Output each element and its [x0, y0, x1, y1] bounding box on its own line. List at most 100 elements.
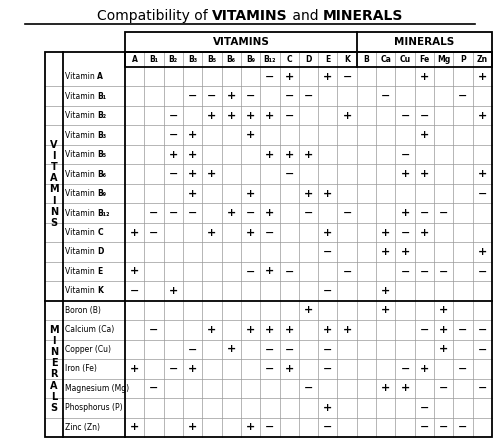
Text: D: D	[306, 55, 312, 64]
Text: +: +	[208, 110, 216, 121]
Text: Vitamin: Vitamin	[65, 150, 97, 159]
Text: +: +	[246, 228, 255, 237]
Text: +: +	[400, 169, 409, 179]
Text: −: −	[265, 364, 274, 374]
Text: D: D	[97, 248, 103, 256]
Text: E: E	[325, 55, 330, 64]
Text: A: A	[132, 55, 138, 64]
Text: −: −	[168, 169, 178, 179]
Text: −: −	[439, 267, 448, 277]
Text: +: +	[265, 267, 274, 277]
Text: +: +	[400, 208, 409, 218]
Text: +: +	[420, 169, 429, 179]
Text: Zinc (Zn): Zinc (Zn)	[65, 423, 100, 432]
Text: −: −	[478, 383, 487, 393]
Text: Magnesium (Mg): Magnesium (Mg)	[65, 384, 129, 393]
Text: +: +	[420, 364, 429, 374]
Text: Vitamin: Vitamin	[65, 91, 97, 101]
Text: +: +	[323, 228, 332, 237]
Text: +: +	[381, 305, 390, 316]
Text: −: −	[458, 325, 468, 335]
Text: B₁: B₁	[150, 55, 158, 64]
Text: −: −	[342, 208, 352, 218]
Text: +: +	[420, 228, 429, 237]
Text: B₂: B₂	[168, 55, 178, 64]
Text: Mg: Mg	[437, 55, 450, 64]
Text: +: +	[381, 228, 390, 237]
Text: E: E	[97, 267, 102, 276]
Text: +: +	[304, 150, 313, 160]
Text: M
I
N
E
R
A
L
S: M I N E R A L S	[49, 324, 59, 413]
Text: −: −	[342, 267, 352, 277]
Text: −: −	[400, 110, 410, 121]
Text: +: +	[226, 344, 236, 354]
Text: Vitamin: Vitamin	[65, 286, 97, 295]
Text: +: +	[420, 72, 429, 82]
Text: −: −	[168, 110, 178, 121]
Text: +: +	[188, 364, 197, 374]
Text: −: −	[458, 364, 468, 374]
Text: −: −	[478, 325, 487, 335]
Text: −: −	[478, 344, 487, 354]
Text: −: −	[323, 247, 332, 257]
Text: +: +	[284, 72, 294, 82]
Text: −: −	[188, 344, 198, 354]
Text: −: −	[400, 364, 410, 374]
Text: +: +	[265, 150, 274, 160]
Text: +: +	[478, 110, 487, 121]
Text: −: −	[400, 150, 410, 160]
Text: +: +	[439, 344, 448, 354]
Text: +: +	[188, 422, 197, 432]
Text: VITAMINS: VITAMINS	[212, 37, 270, 47]
Text: P: P	[460, 55, 466, 64]
Text: +: +	[478, 247, 487, 257]
Text: +: +	[323, 72, 332, 82]
Text: +: +	[323, 189, 332, 198]
Text: −: −	[304, 383, 313, 393]
Text: +: +	[478, 72, 487, 82]
Text: −: −	[168, 130, 178, 140]
Text: −: −	[284, 91, 294, 101]
Text: +: +	[284, 150, 294, 160]
Text: −: −	[439, 383, 448, 393]
Text: +: +	[208, 325, 216, 335]
Text: −: −	[150, 383, 158, 393]
Text: −: −	[265, 422, 274, 432]
Text: −: −	[400, 228, 410, 237]
Text: −: −	[246, 267, 255, 277]
Text: +: +	[284, 364, 294, 374]
Text: B: B	[364, 55, 370, 64]
Text: −: −	[439, 208, 448, 218]
Text: and: and	[288, 9, 322, 23]
Text: +: +	[400, 247, 409, 257]
Text: B₂: B₂	[97, 111, 106, 120]
Text: −: −	[420, 110, 429, 121]
Text: −: −	[420, 403, 429, 413]
Text: B₃: B₃	[97, 131, 106, 140]
Text: +: +	[130, 267, 140, 277]
Text: +: +	[188, 130, 197, 140]
Text: +: +	[130, 228, 140, 237]
Text: −: −	[420, 267, 429, 277]
Text: +: +	[226, 208, 236, 218]
Text: +: +	[188, 169, 197, 179]
Text: −: −	[284, 267, 294, 277]
Text: +: +	[400, 383, 409, 393]
Text: +: +	[265, 110, 274, 121]
Text: MINERALS: MINERALS	[394, 37, 454, 47]
Text: B₁₂: B₁₂	[97, 209, 110, 217]
Text: +: +	[188, 189, 197, 198]
Text: +: +	[188, 150, 197, 160]
Text: +: +	[130, 364, 140, 374]
Text: −: −	[284, 344, 294, 354]
Text: −: −	[323, 344, 332, 354]
Text: VITAMINS: VITAMINS	[212, 9, 288, 23]
Text: +: +	[323, 325, 332, 335]
Text: +: +	[208, 228, 216, 237]
Text: +: +	[168, 150, 178, 160]
Text: Vitamin: Vitamin	[65, 131, 97, 140]
Text: −: −	[381, 91, 390, 101]
Text: Compatibility of: Compatibility of	[97, 9, 212, 23]
Text: −: −	[458, 422, 468, 432]
Text: −: −	[458, 91, 468, 101]
